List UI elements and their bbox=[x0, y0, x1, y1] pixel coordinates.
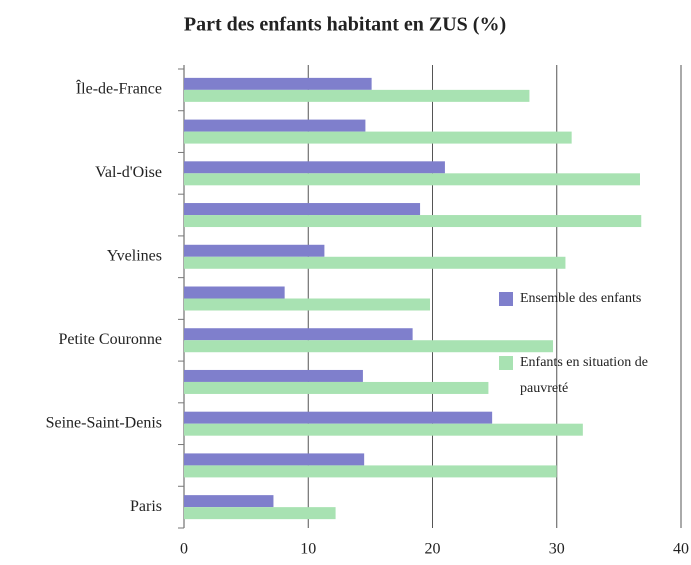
y-tick-label: Paris bbox=[130, 498, 162, 515]
bar bbox=[184, 423, 583, 436]
bar bbox=[184, 161, 445, 174]
y-tick-label: Seine-Saint-Denis bbox=[46, 414, 162, 431]
y-tick-label: Val-d'Oise bbox=[95, 164, 162, 181]
legend-swatch bbox=[499, 292, 513, 306]
bar bbox=[184, 215, 642, 228]
bar bbox=[184, 298, 431, 311]
x-tick-label: 40 bbox=[673, 541, 689, 558]
x-tick-label: 10 bbox=[300, 541, 316, 558]
y-tick-label: Petite Couronne bbox=[58, 331, 162, 348]
bar bbox=[184, 119, 366, 132]
x-tick-label: 0 bbox=[180, 541, 188, 558]
bar bbox=[184, 173, 640, 186]
legend-swatch bbox=[499, 356, 513, 370]
bar bbox=[184, 340, 554, 353]
bar bbox=[184, 244, 325, 257]
legend-label: Enfants en situation de pauvreté bbox=[520, 355, 648, 396]
bar bbox=[184, 465, 557, 478]
legend: Ensemble des enfants Enfants en situation… bbox=[499, 286, 691, 440]
bar bbox=[184, 507, 336, 520]
bar bbox=[184, 495, 274, 508]
bar bbox=[184, 89, 530, 102]
bar bbox=[184, 411, 493, 424]
legend-item: Enfants en situation de pauvreté bbox=[499, 350, 691, 402]
y-tick-label: Yvelines bbox=[107, 247, 162, 264]
bar bbox=[184, 453, 365, 466]
chart-title: Part des enfants habitant en ZUS (%) bbox=[184, 14, 506, 36]
bar bbox=[184, 328, 413, 341]
y-tick-label: Île-de-France bbox=[76, 79, 162, 98]
bar bbox=[184, 203, 421, 216]
bar bbox=[184, 131, 572, 144]
legend-item: Ensemble des enfants bbox=[499, 286, 691, 312]
legend-label: Ensemble des enfants bbox=[520, 291, 642, 306]
bar bbox=[184, 77, 372, 90]
bar bbox=[184, 369, 363, 382]
bar bbox=[184, 256, 566, 269]
x-tick-label: 30 bbox=[549, 541, 565, 558]
x-tick-label: 20 bbox=[425, 541, 441, 558]
bar bbox=[184, 286, 285, 299]
bar bbox=[184, 381, 489, 394]
